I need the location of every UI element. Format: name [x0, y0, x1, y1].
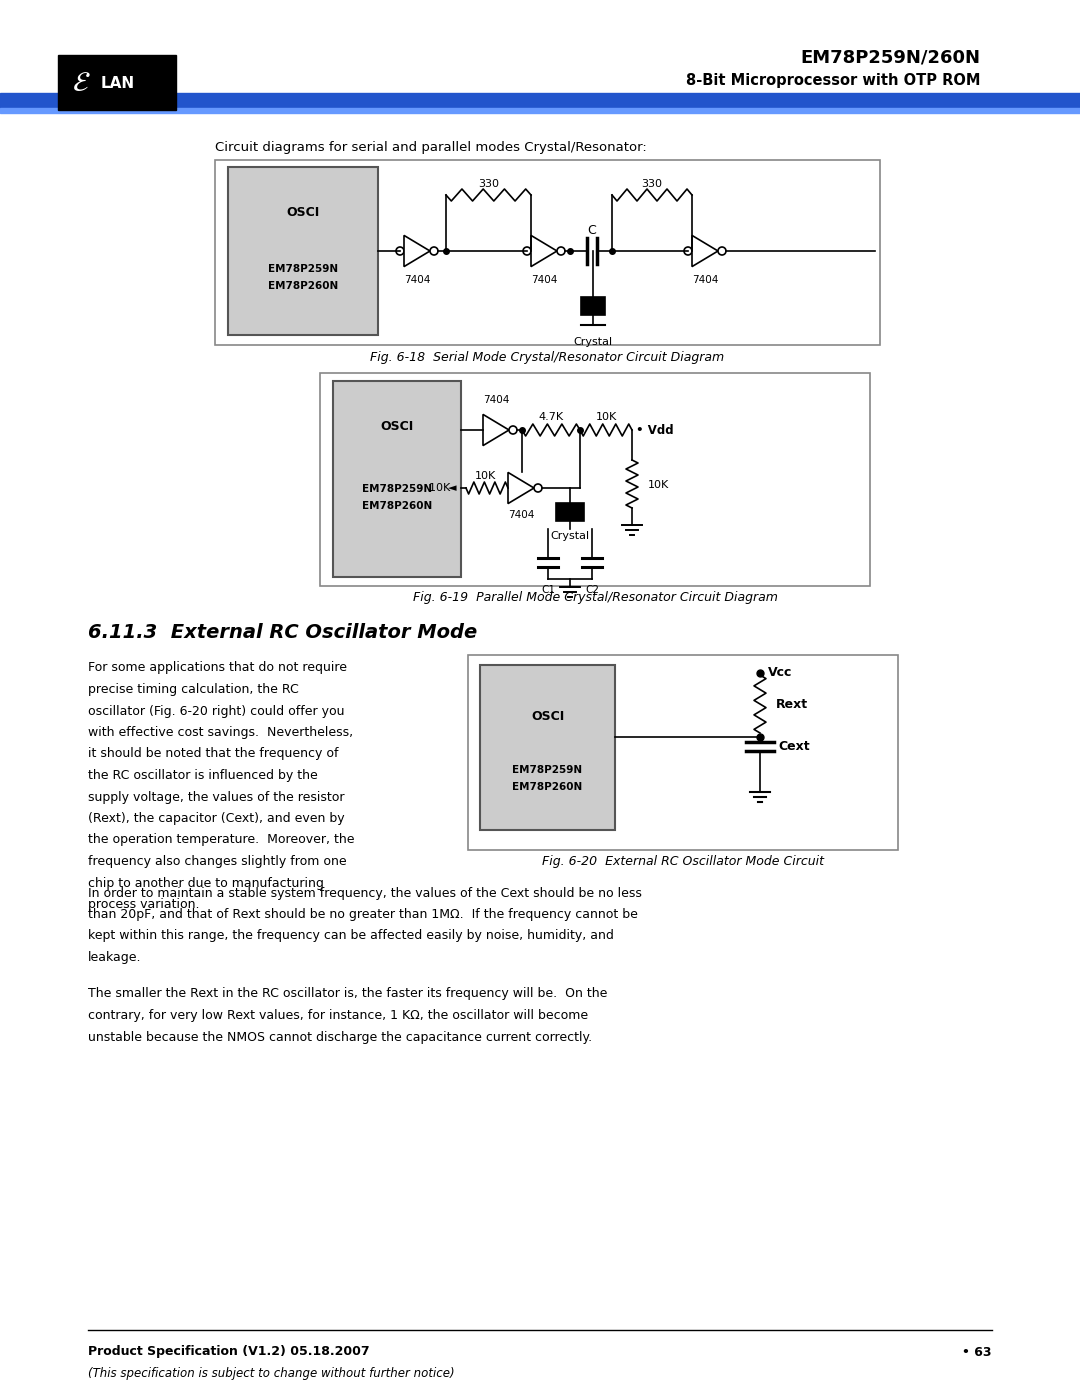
- Text: unstable because the NMOS cannot discharge the capacitance current correctly.: unstable because the NMOS cannot dischar…: [87, 1031, 592, 1044]
- Text: 7404: 7404: [404, 275, 430, 285]
- Text: precise timing calculation, the RC: precise timing calculation, the RC: [87, 683, 299, 696]
- Polygon shape: [692, 236, 718, 267]
- Text: EM78P259N/260N: EM78P259N/260N: [800, 49, 980, 67]
- Circle shape: [430, 247, 438, 256]
- Text: 7404: 7404: [508, 510, 535, 520]
- Bar: [468, 655, 897, 849]
- Text: 8-Bit Microprocessor with OTP ROM: 8-Bit Microprocessor with OTP ROM: [686, 73, 980, 88]
- Text: supply voltage, the values of the resistor: supply voltage, the values of the resist…: [87, 791, 345, 803]
- Circle shape: [684, 247, 692, 256]
- Text: contrary, for very low Rext values, for instance, 1 KΩ, the oscillator will beco: contrary, for very low Rext values, for …: [87, 1009, 589, 1023]
- Circle shape: [396, 247, 404, 256]
- Bar: [0, 108, 1080, 113]
- Bar: [215, 161, 880, 345]
- Text: Product Specification (V1.2) 05.18.2007: Product Specification (V1.2) 05.18.2007: [87, 1345, 369, 1358]
- Text: Cext: Cext: [778, 739, 810, 753]
- Text: C2: C2: [585, 585, 599, 595]
- Text: ◄: ◄: [447, 483, 456, 493]
- Text: 330: 330: [642, 179, 662, 189]
- Text: OSCI: OSCI: [286, 205, 320, 218]
- Text: C1: C1: [541, 585, 555, 595]
- Text: In order to maintain a stable system frequency, the values of the Cext should be: In order to maintain a stable system fre…: [87, 887, 642, 900]
- Text: oscillator (Fig. 6-20 right) could offer you: oscillator (Fig. 6-20 right) could offer…: [87, 704, 345, 718]
- Bar: [556, 503, 584, 521]
- Text: Fig. 6-20  External RC Oscillator Mode Circuit: Fig. 6-20 External RC Oscillator Mode Ci…: [542, 855, 824, 869]
- Text: Rext: Rext: [777, 697, 808, 711]
- Circle shape: [534, 483, 542, 492]
- Text: (This specification is subject to change without further notice): (This specification is subject to change…: [87, 1368, 455, 1380]
- Text: Fig. 6-19  Parallel Mode Crystal/Resonator Circuit Diagram: Fig. 6-19 Parallel Mode Crystal/Resonato…: [413, 591, 778, 605]
- Text: For some applications that do not require: For some applications that do not requir…: [87, 662, 347, 675]
- Text: EM78P260N: EM78P260N: [362, 502, 432, 511]
- Text: Vcc: Vcc: [768, 666, 793, 679]
- Text: chip to another due to manufacturing: chip to another due to manufacturing: [87, 876, 324, 890]
- Text: OSCI: OSCI: [380, 419, 414, 433]
- Text: C: C: [588, 225, 596, 237]
- Circle shape: [557, 247, 565, 256]
- Text: 10K: 10K: [595, 412, 617, 422]
- Text: Fig. 6-18  Serial Mode Crystal/Resonator Circuit Diagram: Fig. 6-18 Serial Mode Crystal/Resonator …: [370, 351, 725, 363]
- Text: process variation.: process variation.: [87, 898, 200, 911]
- Text: 7404: 7404: [483, 395, 509, 405]
- Text: 10K: 10K: [474, 471, 496, 481]
- Text: 7404: 7404: [530, 275, 557, 285]
- Text: the operation temperature.  Moreover, the: the operation temperature. Moreover, the: [87, 834, 354, 847]
- Text: EM78P259N: EM78P259N: [268, 264, 338, 274]
- Polygon shape: [404, 236, 430, 267]
- Text: • Vdd: • Vdd: [636, 423, 674, 436]
- Bar: [333, 381, 461, 577]
- Polygon shape: [531, 236, 557, 267]
- Text: 6.11.3  External RC Oscillator Mode: 6.11.3 External RC Oscillator Mode: [87, 623, 477, 641]
- Text: EM78P260N: EM78P260N: [512, 782, 582, 792]
- Text: OSCI: OSCI: [531, 711, 564, 724]
- Text: EM78P260N: EM78P260N: [268, 281, 338, 291]
- Text: The smaller the Rext in the RC oscillator is, the faster its frequency will be. : The smaller the Rext in the RC oscillato…: [87, 988, 607, 1000]
- Text: frequency also changes slightly from one: frequency also changes slightly from one: [87, 855, 347, 868]
- Text: 7404: 7404: [692, 275, 718, 285]
- Bar: [581, 298, 605, 314]
- Text: than 20pF, and that of Rext should be no greater than 1MΩ.  If the frequency can: than 20pF, and that of Rext should be no…: [87, 908, 638, 921]
- Circle shape: [718, 247, 726, 256]
- Text: 10K: 10K: [648, 481, 670, 490]
- Circle shape: [523, 247, 531, 256]
- Text: Crystal: Crystal: [573, 337, 612, 346]
- Text: Crystal: Crystal: [551, 531, 590, 541]
- Text: • 63: • 63: [962, 1345, 993, 1358]
- Text: leakage.: leakage.: [87, 951, 141, 964]
- Text: 330: 330: [478, 179, 499, 189]
- Polygon shape: [483, 415, 509, 446]
- Text: 10K: 10K: [429, 483, 454, 493]
- Bar: [228, 168, 378, 335]
- Circle shape: [509, 426, 517, 434]
- Bar: [0, 94, 1080, 109]
- Text: EM78P259N: EM78P259N: [512, 766, 582, 775]
- Text: Circuit diagrams for serial and parallel modes Crystal/Resonator:: Circuit diagrams for serial and parallel…: [215, 141, 647, 155]
- Text: EM78P259N: EM78P259N: [362, 483, 432, 495]
- Bar: [320, 373, 870, 585]
- Text: 4.7K: 4.7K: [539, 412, 564, 422]
- Text: (Rext), the capacitor (Cext), and even by: (Rext), the capacitor (Cext), and even b…: [87, 812, 345, 826]
- Text: $\mathcal{E}$: $\mathcal{E}$: [72, 68, 91, 96]
- Bar: [480, 665, 615, 830]
- Polygon shape: [508, 472, 534, 503]
- Bar: [58, 54, 176, 110]
- Text: kept within this range, the frequency can be affected easily by noise, humidity,: kept within this range, the frequency ca…: [87, 929, 613, 943]
- Text: with effective cost savings.  Nevertheless,: with effective cost savings. Nevertheles…: [87, 726, 353, 739]
- Text: it should be noted that the frequency of: it should be noted that the frequency of: [87, 747, 338, 760]
- Text: the RC oscillator is influenced by the: the RC oscillator is influenced by the: [87, 768, 318, 782]
- Text: LAN: LAN: [100, 75, 135, 91]
